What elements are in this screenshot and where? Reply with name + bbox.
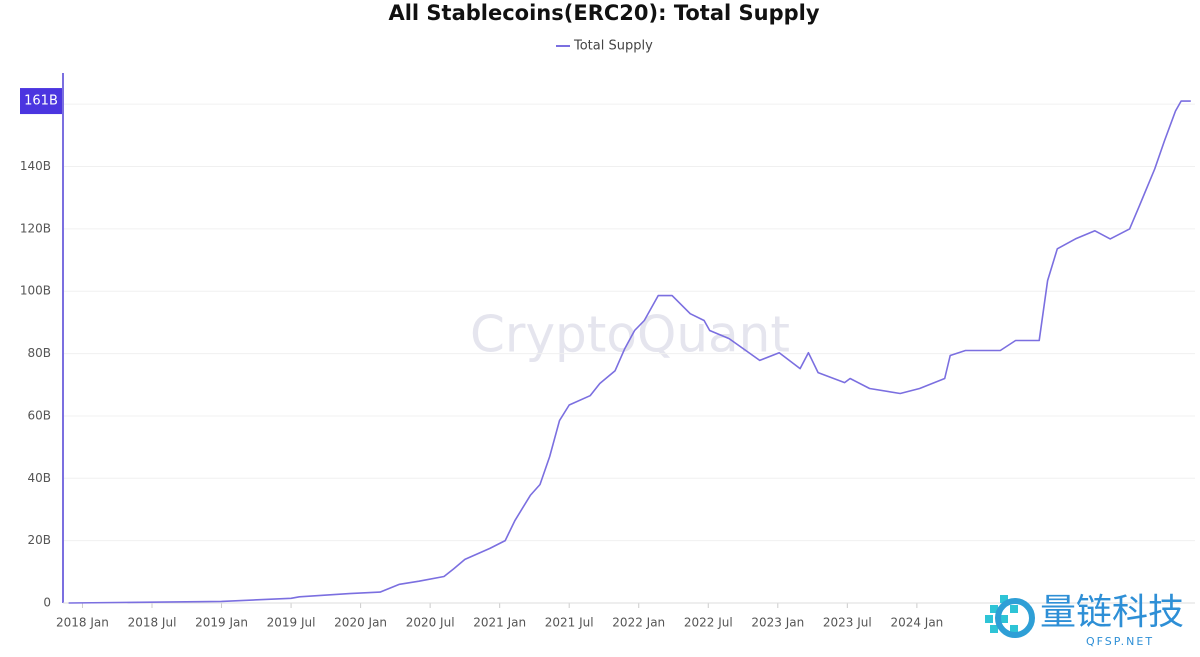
x-tick-label: 2021 Jul xyxy=(545,616,594,630)
line-series xyxy=(68,100,1191,604)
logo-ring xyxy=(995,598,1035,638)
logo-square xyxy=(1000,595,1008,603)
y-tick-label: 60B xyxy=(27,408,51,422)
chart-title: All Stablecoins(ERC20): Total Supply xyxy=(388,1,819,25)
value-marker-label: 161B xyxy=(24,94,58,109)
y-tick-label: 80B xyxy=(27,346,51,360)
y-tick-label: 100B xyxy=(20,284,51,298)
x-tick-label: 2022 Jul xyxy=(684,616,733,630)
watermark: CryptoQuant xyxy=(470,306,790,364)
x-tick-label: 2020 Jan xyxy=(334,616,387,630)
logo-square xyxy=(985,615,993,623)
x-tick-label: 2018 Jul xyxy=(128,616,177,630)
y-tick-label: 20B xyxy=(27,533,51,547)
logo-square xyxy=(1000,615,1008,623)
y-tick-label: 0 xyxy=(43,596,51,610)
logo-text: 量链科技 xyxy=(1040,592,1184,633)
logo-subtext: QFSP.NET xyxy=(1086,635,1154,648)
logo: 量链科技 QFSP.NET xyxy=(985,592,1184,648)
y-tick-label: 140B xyxy=(20,159,51,173)
x-tick-label: 2020 Jul xyxy=(406,616,455,630)
y-tick-label: 120B xyxy=(20,221,51,235)
x-tick-label: 2019 Jul xyxy=(267,616,316,630)
x-tick-label: 2021 Jan xyxy=(473,616,526,630)
x-tick-label: 2019 Jan xyxy=(195,616,248,630)
x-tick-label: 2022 Jan xyxy=(612,616,665,630)
logo-square xyxy=(1010,605,1018,613)
x-tick-label: 2018 Jan xyxy=(56,616,109,630)
legend-label: Total Supply xyxy=(573,39,653,54)
logo-square xyxy=(990,605,998,613)
value-marker xyxy=(20,88,62,115)
x-tick-label: 2023 Jan xyxy=(751,616,804,630)
logo-square xyxy=(1010,625,1018,633)
x-tick-label: 2024 Jan xyxy=(890,616,943,630)
logo-square xyxy=(990,625,998,633)
y-tick-label: 40B xyxy=(27,471,51,485)
x-tick-label: 2023 Jul xyxy=(823,616,872,630)
